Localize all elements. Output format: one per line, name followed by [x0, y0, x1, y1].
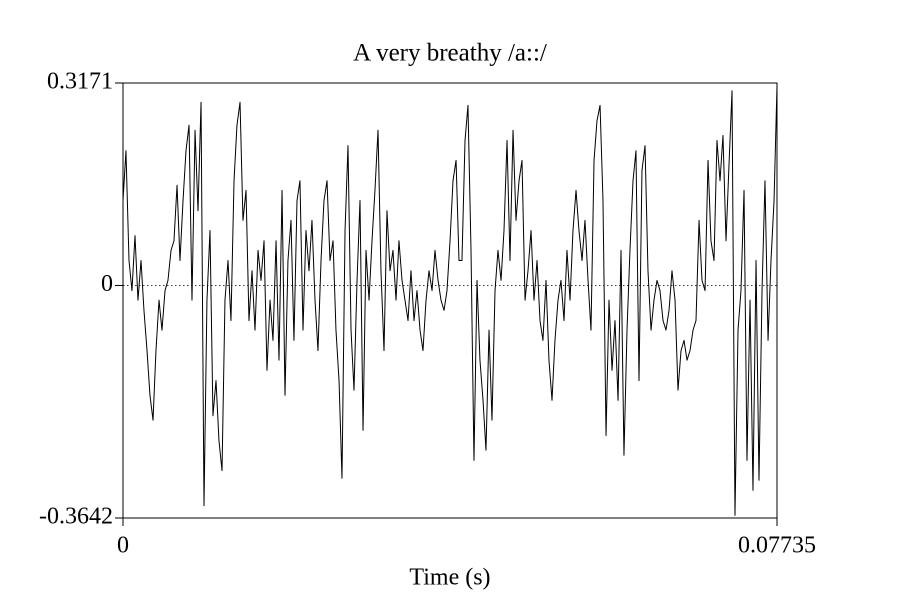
x-tick-label: 0 [117, 533, 129, 559]
waveform [122, 85, 778, 516]
y-tick-label: -0.3642 [39, 504, 113, 530]
chart-title: A very breathy /a::/ [353, 40, 547, 67]
plot-frame [122, 82, 778, 519]
y-tick-label: 0 [101, 271, 113, 297]
y-tick-label: 0.3171 [47, 69, 113, 95]
x-tick-label: 0.07735 [738, 533, 816, 559]
x-axis-label: Time (s) [409, 565, 490, 591]
